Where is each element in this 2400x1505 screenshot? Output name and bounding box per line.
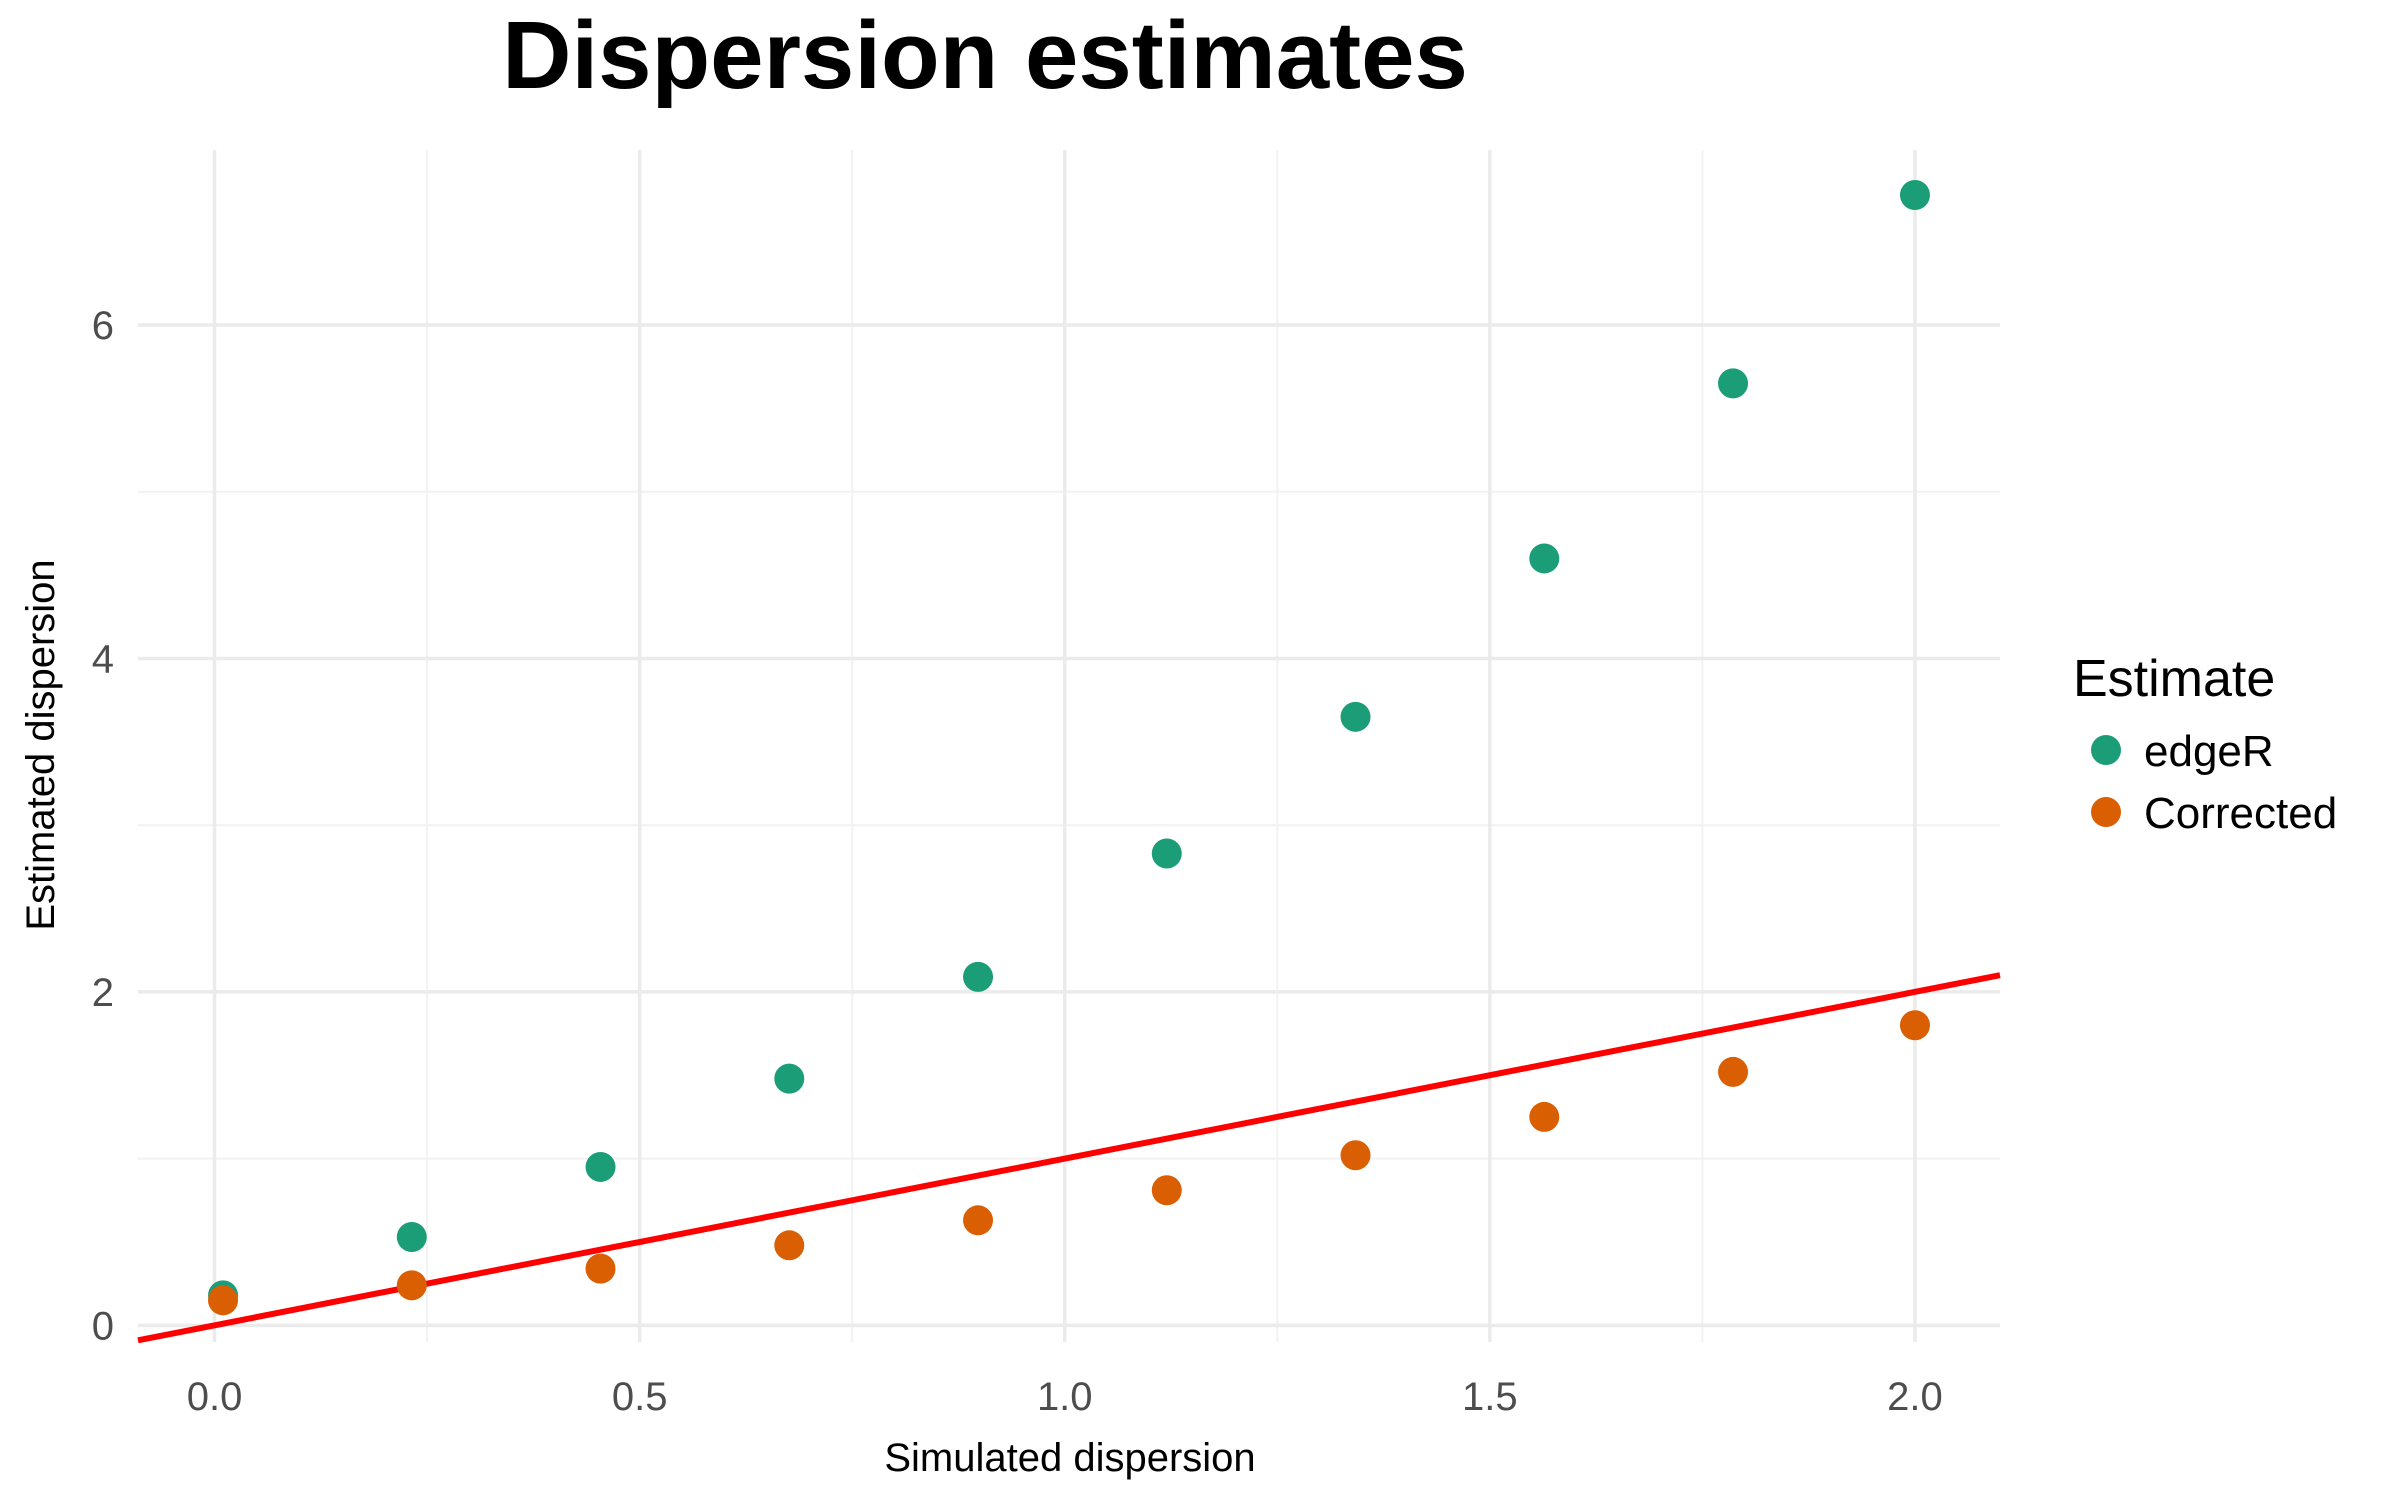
data-point-corrected bbox=[396, 1270, 427, 1301]
reference-line bbox=[137, 972, 2001, 1344]
data-point-edger bbox=[1151, 838, 1182, 869]
data-point-edger bbox=[585, 1151, 616, 1182]
data-point-corrected bbox=[208, 1285, 239, 1316]
major-gridlines bbox=[138, 150, 2000, 1342]
y-tick-label: 0 bbox=[92, 1304, 114, 1348]
data-point-edger bbox=[1529, 543, 1560, 574]
data-point-edger bbox=[774, 1063, 805, 1094]
data-point-edger bbox=[963, 961, 994, 992]
y-tick-label: 2 bbox=[92, 971, 114, 1015]
y-axis-ticks: 0 2 4 6 bbox=[92, 304, 114, 1348]
x-tick-label: 0.5 bbox=[612, 1375, 668, 1419]
data-point-corrected bbox=[585, 1253, 616, 1284]
x-axis-ticks: 0.0 0.5 1.0 1.5 2.0 bbox=[187, 1375, 1943, 1419]
data-point-edger bbox=[1899, 180, 1930, 211]
reference-line-group bbox=[137, 972, 2001, 1344]
x-tick-label: 1.0 bbox=[1037, 1375, 1093, 1419]
data-point-corrected bbox=[1529, 1101, 1560, 1132]
y-tick-label: 4 bbox=[92, 637, 114, 681]
data-point-edger bbox=[1718, 368, 1749, 399]
data-point-edger bbox=[396, 1221, 427, 1252]
y-tick-label: 6 bbox=[92, 304, 114, 348]
legend-label-corrected: Corrected bbox=[2144, 789, 2337, 838]
minor-gridlines bbox=[138, 150, 2000, 1342]
chart-title: Dispersion estimates bbox=[502, 2, 1468, 109]
data-point-corrected bbox=[1340, 1140, 1371, 1171]
legend-label-edger: edgeR bbox=[2144, 727, 2274, 776]
legend-marker-edger bbox=[2091, 735, 2121, 765]
legend-items: edgeR Corrected bbox=[2091, 727, 2337, 838]
x-axis-label: Simulated dispersion bbox=[884, 1436, 1255, 1480]
data-point-corrected bbox=[1151, 1175, 1182, 1206]
data-point-corrected bbox=[963, 1205, 994, 1236]
data-point-corrected bbox=[774, 1230, 805, 1261]
data-point-edger bbox=[1340, 701, 1371, 732]
data-point-corrected bbox=[1718, 1056, 1749, 1087]
legend-marker-corrected bbox=[2091, 797, 2121, 827]
data-points bbox=[208, 180, 1930, 1316]
x-tick-label: 1.5 bbox=[1462, 1375, 1518, 1419]
legend-title: Estimate bbox=[2073, 650, 2275, 708]
legend: Estimate edgeR Corrected bbox=[2073, 650, 2337, 838]
y-axis-label: Estimated dispersion bbox=[19, 559, 63, 930]
x-tick-label: 0.0 bbox=[187, 1375, 243, 1419]
data-point-corrected bbox=[1899, 1010, 1930, 1041]
x-tick-label: 2.0 bbox=[1887, 1375, 1943, 1419]
